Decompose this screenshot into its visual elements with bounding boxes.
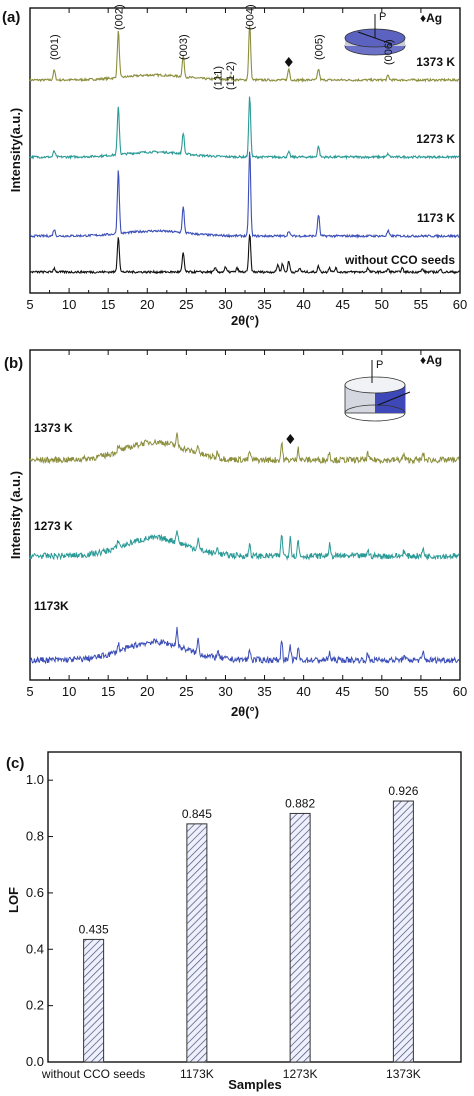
series-label: 1273 K bbox=[416, 132, 455, 146]
panel-a-plot: 5 10 15 20 25 30 35 40 45 50 55 60 1373 K 1273 K 1173 … bbox=[26, 4, 467, 312]
bar-value-label: 0.845 bbox=[182, 807, 212, 821]
panel-a-xlabel: 2θ(°) bbox=[231, 313, 259, 328]
panel-c-frame bbox=[47, 751, 462, 1063]
bar bbox=[392, 800, 414, 1063]
series-line bbox=[29, 96, 460, 160]
series-label: 1273 K bbox=[34, 519, 73, 533]
peak-label: (11-2) bbox=[225, 61, 237, 90]
y-tick-label: 0.2 bbox=[26, 998, 44, 1013]
sample-disk-icon: P bbox=[344, 11, 406, 56]
x-tick-label: 40 bbox=[296, 297, 310, 312]
category-label: 1273K bbox=[283, 1067, 318, 1081]
x-tick-label: 55 bbox=[414, 684, 428, 699]
category-label: 1173K bbox=[180, 1067, 214, 1081]
x-tick-label: 50 bbox=[375, 297, 389, 312]
x-tick-label: 60 bbox=[453, 684, 467, 699]
x-tick-label: 15 bbox=[101, 684, 115, 699]
category-label: without CCO seeds bbox=[41, 1067, 145, 1081]
series-line bbox=[29, 432, 460, 465]
series-label: without CCO seeds bbox=[344, 253, 455, 267]
panel-c-plot: 0.0 0.2 0.4 0.6 0.8 1.0 0.435 without CCO seeds… bbox=[26, 772, 421, 1081]
panel-c-label: (c) bbox=[6, 755, 24, 772]
x-tick-label: 20 bbox=[140, 297, 154, 312]
panel-a: (a) Intensity(a.u.) 2θ(°) ♦Ag P 5 10 15 20 2… bbox=[2, 4, 467, 328]
bar bbox=[289, 812, 311, 1063]
peak-label: (004) bbox=[245, 4, 257, 30]
svg-text:P: P bbox=[376, 359, 383, 371]
x-tick-label: 30 bbox=[218, 684, 232, 699]
panel-b-xlabel: 2θ(°) bbox=[231, 704, 259, 719]
y-tick-label: 0.4 bbox=[26, 941, 44, 956]
peak-label: (006) bbox=[383, 39, 395, 65]
panel-c-ylabel: LOF bbox=[6, 887, 21, 913]
x-tick-label: 35 bbox=[257, 684, 271, 699]
panel-a-ylabel: Intensity(a.u.) bbox=[8, 108, 23, 193]
peak-label: (002) bbox=[113, 4, 125, 30]
panel-b-label: (b) bbox=[4, 355, 23, 372]
panel-b-plot: 5 10 15 20 25 30 35 40 45 50 55 60 1373 K 1273 K 1173K bbox=[26, 350, 467, 699]
y-tick-label: 0.0 bbox=[26, 1054, 44, 1069]
x-tick-label: 55 bbox=[414, 297, 428, 312]
y-tick-label: 1.0 bbox=[26, 772, 44, 787]
x-tick-label: 45 bbox=[335, 297, 349, 312]
series-label: 1373 K bbox=[34, 421, 73, 435]
category-label: 1373K bbox=[386, 1067, 421, 1081]
peak-label: (111) bbox=[213, 66, 225, 90]
panel-b-ylabel: Intensity (a.u.) bbox=[8, 471, 23, 559]
bar-value-label: 0.435 bbox=[79, 922, 109, 936]
y-tick-label: 0.6 bbox=[26, 885, 44, 900]
y-tick-label: 0.8 bbox=[26, 829, 44, 844]
x-tick-label: 20 bbox=[140, 684, 154, 699]
peak-label: (005) bbox=[313, 34, 325, 60]
ag-marker bbox=[286, 434, 295, 444]
x-tick-label: 40 bbox=[296, 684, 310, 699]
svg-text:P: P bbox=[379, 11, 386, 23]
bar bbox=[83, 938, 105, 1063]
series-line bbox=[29, 626, 461, 665]
bar-value-label: 0.926 bbox=[388, 784, 418, 798]
series-label: 1173K bbox=[34, 599, 69, 613]
x-tick-label: 30 bbox=[218, 297, 232, 312]
bar-value-label: 0.882 bbox=[285, 796, 315, 810]
peak-label: (003) bbox=[178, 34, 190, 60]
panel-a-label: (a) bbox=[2, 9, 20, 26]
x-tick-label: 25 bbox=[179, 684, 193, 699]
x-tick-label: 10 bbox=[62, 297, 76, 312]
peak-label: (001) bbox=[49, 34, 61, 60]
ag-marker bbox=[284, 57, 293, 67]
series-line bbox=[29, 25, 461, 83]
bar bbox=[186, 823, 208, 1063]
x-tick-label: 10 bbox=[62, 684, 76, 699]
sample-cylinder-icon: P bbox=[344, 359, 411, 422]
x-tick-label: 60 bbox=[453, 297, 467, 312]
panel-b: (b) Intensity (a.u.) 2θ(°) ♦Ag P 5 10 15 20… bbox=[4, 349, 467, 719]
x-tick-label: 15 bbox=[101, 297, 115, 312]
panel-a-legend: ♦Ag bbox=[420, 11, 442, 25]
series-line bbox=[29, 530, 461, 561]
x-tick-label: 5 bbox=[26, 297, 33, 312]
panel-c-xlabel: Samples bbox=[228, 1077, 281, 1092]
series-label: 1373 K bbox=[416, 55, 455, 69]
series-label: 1173 K bbox=[417, 211, 455, 225]
x-tick-label: 45 bbox=[335, 684, 349, 699]
x-tick-label: 25 bbox=[179, 297, 193, 312]
panel-b-legend: ♦Ag bbox=[420, 353, 442, 367]
series-line bbox=[30, 151, 461, 239]
x-tick-label: 5 bbox=[26, 684, 33, 699]
x-tick-label: 35 bbox=[257, 297, 271, 312]
series-line bbox=[29, 233, 461, 275]
panel-c: (c) LOF Samples 0.0 0.2 0.4 0.6 0.8 1.0 0.435 w… bbox=[6, 751, 462, 1092]
x-tick-label: 50 bbox=[375, 684, 389, 699]
